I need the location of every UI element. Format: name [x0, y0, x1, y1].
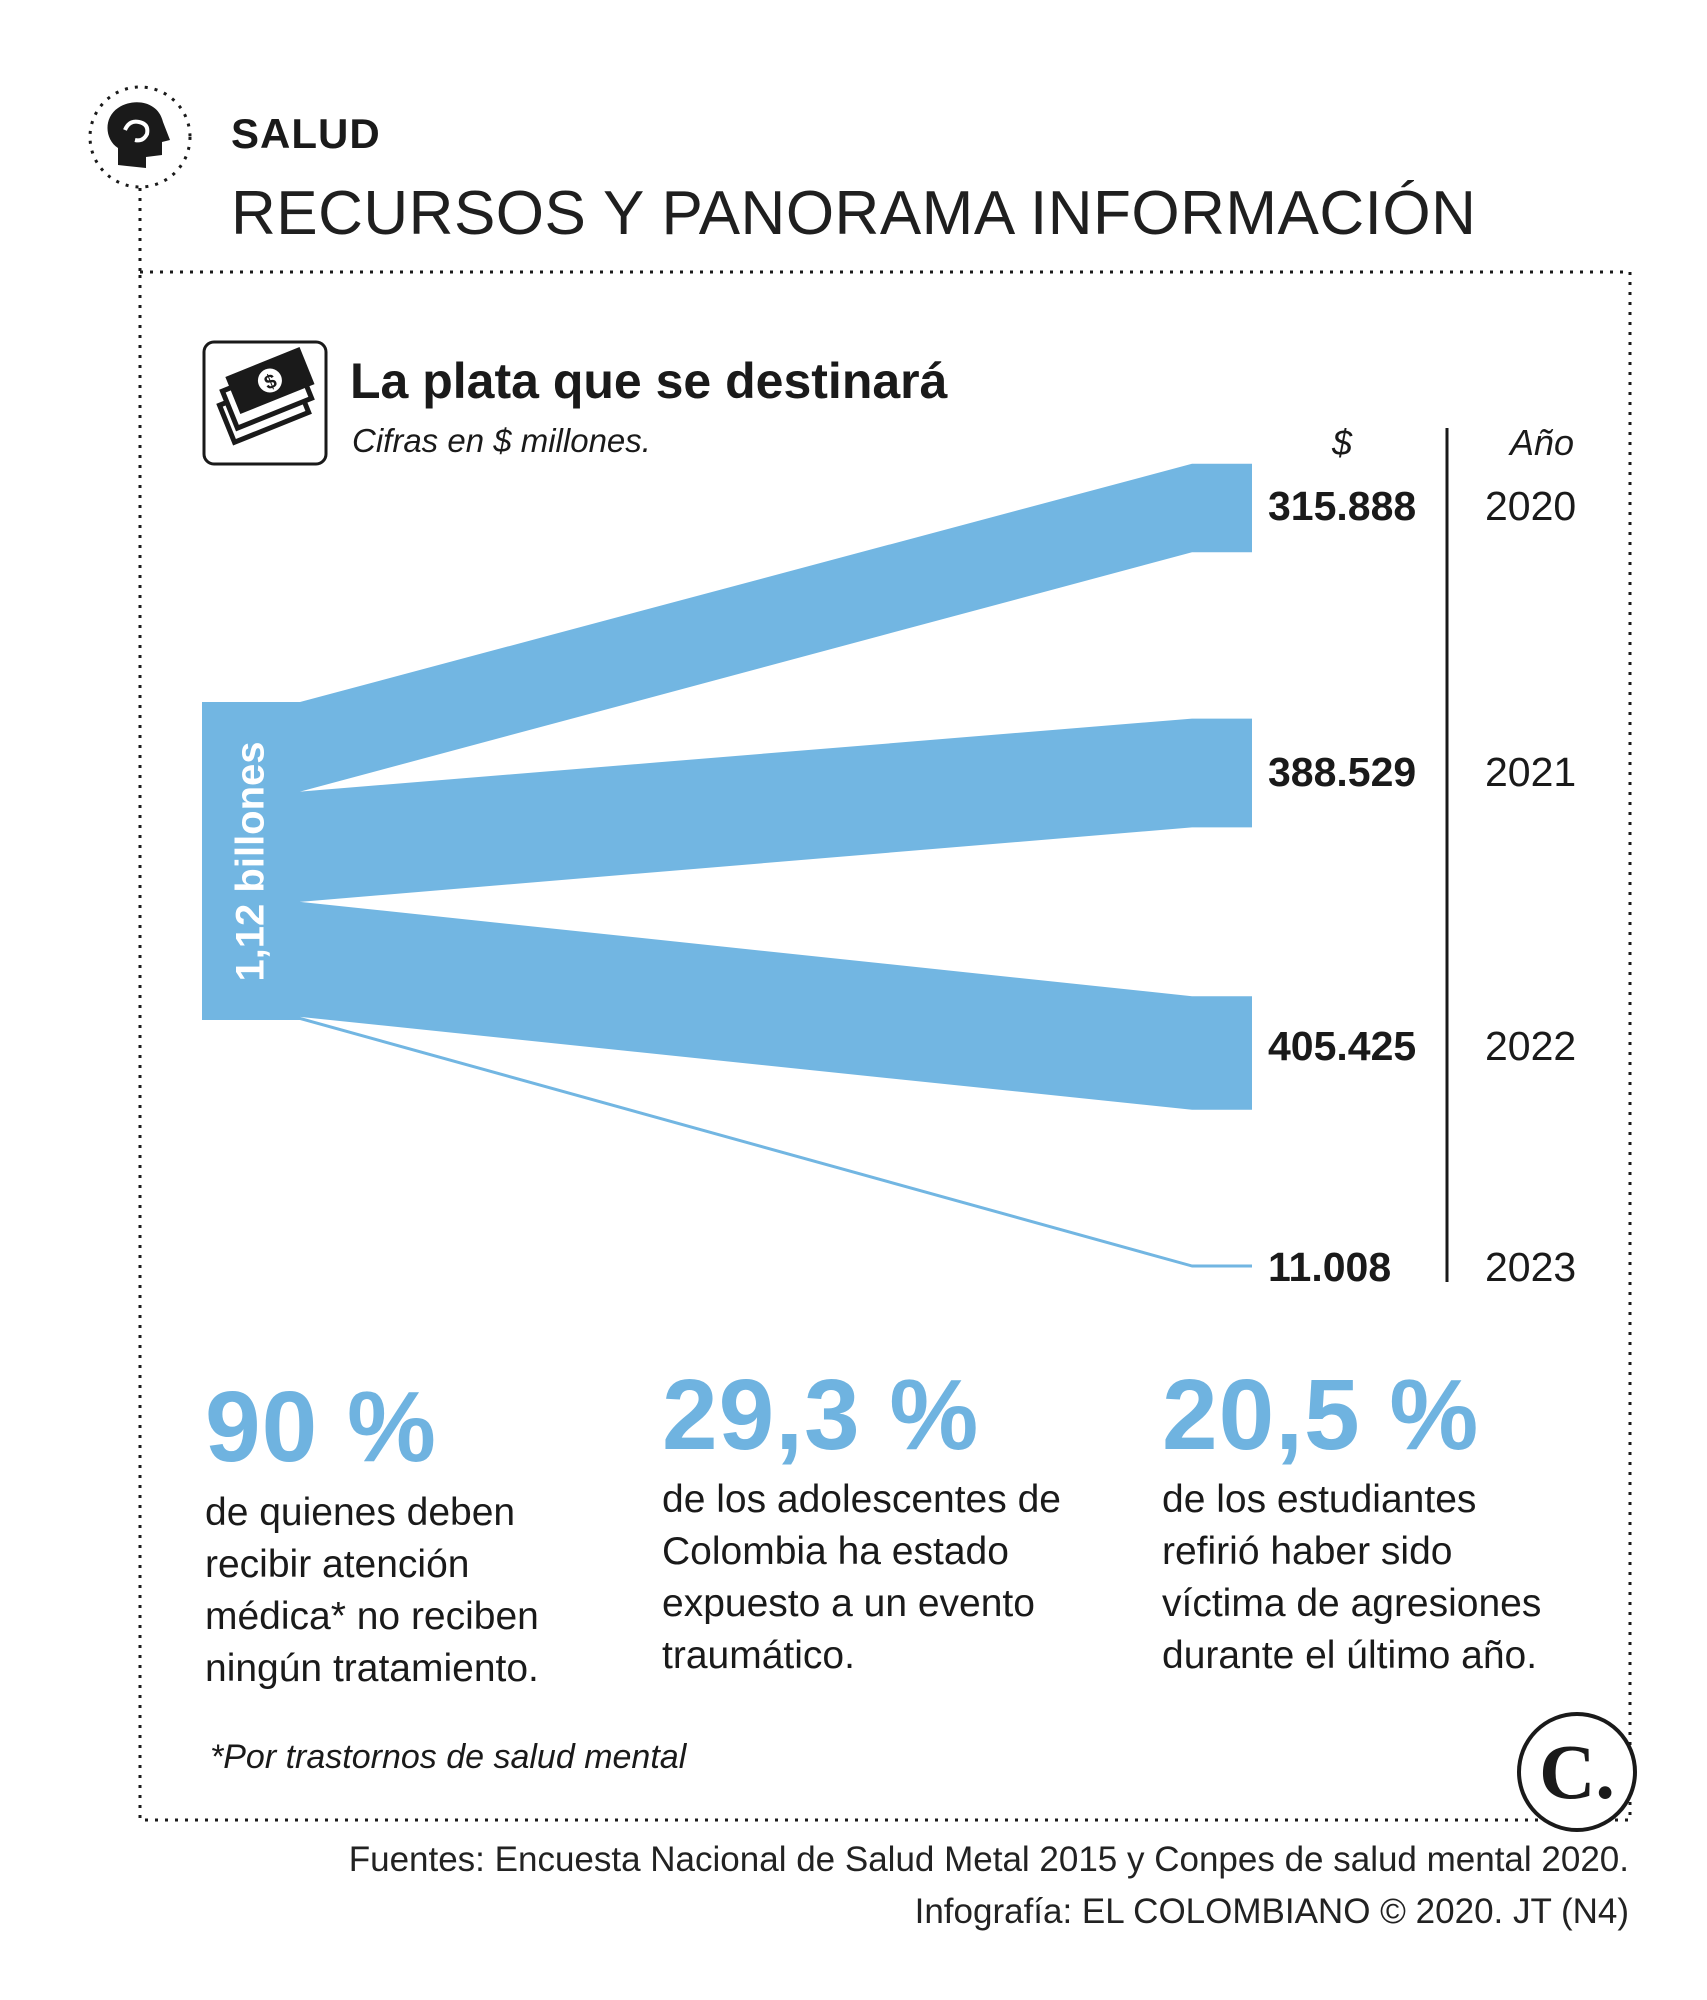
- credit-text: Infografía: EL COLOMBIANO © 2020. JT (N4…: [914, 1892, 1629, 1931]
- flow-band-2021: [300, 718, 1252, 902]
- value-label: 315.888: [1268, 483, 1417, 529]
- year-label: 2020: [1485, 483, 1577, 529]
- head-brain-icon: [88, 85, 192, 189]
- value-column-header: $: [1332, 422, 1353, 463]
- flow-band-2022: [300, 901, 1252, 1110]
- total-label: 1,12 billones: [228, 740, 273, 982]
- flow-source: [202, 702, 300, 1020]
- footnote: *Por trastornos de salud mental: [210, 1738, 687, 1776]
- stat-description: de quienes deben recibir atención médica* …: [205, 1491, 539, 1690]
- el-colombiano-logo: C.: [1517, 1712, 1637, 1832]
- value-label: 11.008: [1268, 1244, 1392, 1290]
- chart-title: La plata que se destinará: [350, 353, 948, 409]
- year-label: 2022: [1485, 1023, 1577, 1069]
- page-title: RECURSOS Y PANORAMA INFORMACIÓN: [231, 179, 1477, 248]
- year-label: 2023: [1485, 1244, 1577, 1290]
- stat-value: 90 %: [205, 1371, 437, 1483]
- year-column-header: Año: [1510, 422, 1575, 463]
- stat-value: 20,5 %: [1162, 1359, 1480, 1471]
- stat-description: de los adolescentes de Colombia ha estado…: [662, 1478, 1061, 1677]
- chart-subtitle: Cifras en $ millones.: [352, 422, 651, 459]
- value-label: 405.425: [1268, 1023, 1417, 1069]
- section-label: SALUD: [231, 110, 381, 157]
- money-bills-icon: $: [202, 340, 328, 466]
- year-label: 2021: [1485, 749, 1577, 795]
- sources-text: Fuentes: Encuesta Nacional de Salud Meta…: [348, 1840, 1629, 1879]
- flow-band-2020: [300, 463, 1252, 792]
- stat-description: de los estudiantes refirió haber sido víct…: [1162, 1478, 1542, 1677]
- svg-text:C.: C.: [1539, 1728, 1615, 1815]
- value-label: 388.529: [1268, 749, 1417, 795]
- stat-value: 29,3 %: [662, 1359, 980, 1471]
